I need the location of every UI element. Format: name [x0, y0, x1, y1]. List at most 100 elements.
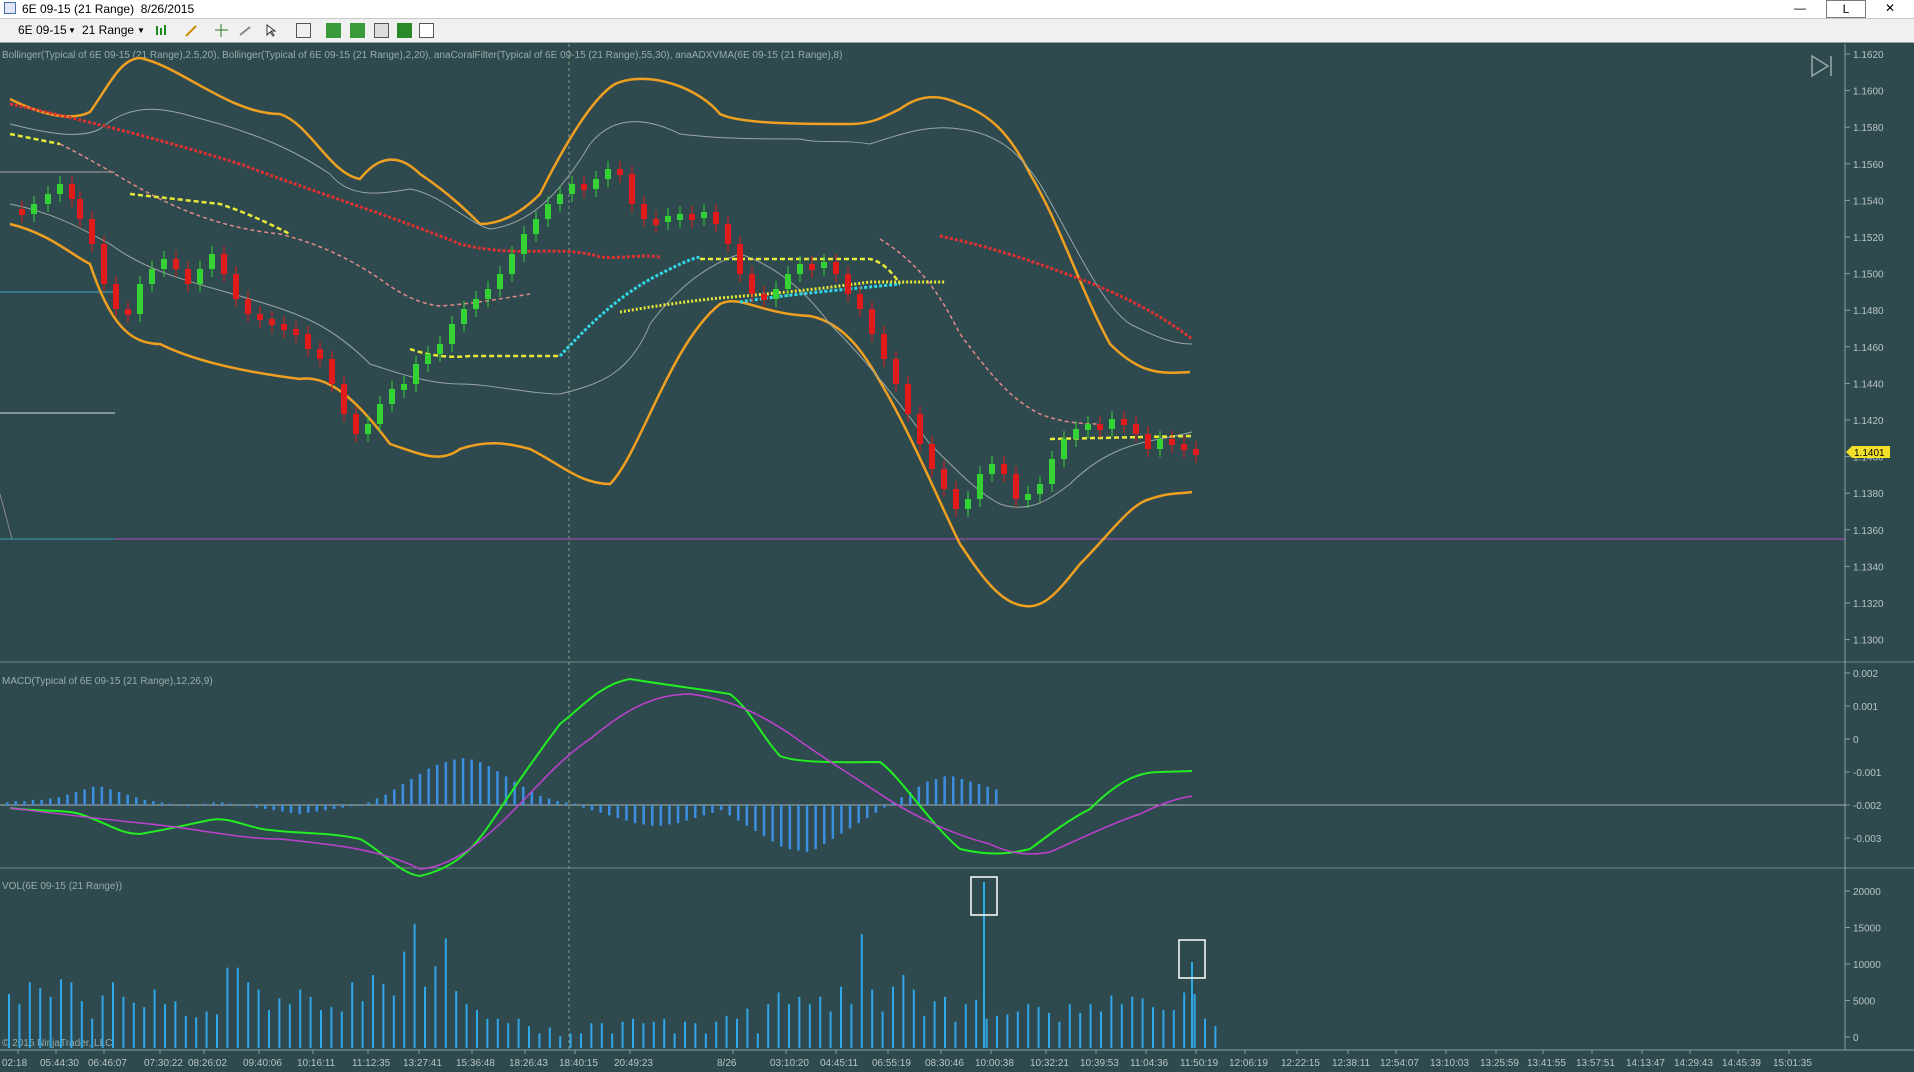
time-tick-label: 11:50:19: [1180, 1058, 1219, 1069]
volume-bar: [455, 991, 458, 1048]
minimize-button[interactable]: —: [1794, 1, 1806, 15]
candle: [161, 259, 167, 269]
macd-bar: [728, 805, 731, 816]
volume-bar: [580, 1033, 582, 1048]
candle: [917, 414, 923, 444]
candle: [1121, 419, 1127, 425]
macd-bar: [229, 803, 233, 805]
volume-bar: [143, 1007, 146, 1048]
volume-bar: [850, 1004, 853, 1048]
coral-filter-line: [9, 102, 661, 259]
macd-panel-label: MACD(Typical of 6E 09-15 (21 Range),12,2…: [2, 676, 213, 687]
time-tick-label: 04:45:11: [820, 1058, 859, 1069]
volume-bar: [528, 1026, 530, 1048]
bar-style-icon[interactable]: [154, 23, 169, 38]
marker-icon[interactable]: [238, 23, 253, 38]
chevron-down-icon[interactable]: ▼: [137, 26, 145, 35]
time-tick-label: 14:29:43: [1674, 1058, 1713, 1069]
chart-canvas[interactable]: Bollinger(Typical of 6E 09-15 (21 Range)…: [0, 44, 1914, 1072]
price-tick-label: 1.1500: [1853, 270, 1884, 281]
volume-bar: [1193, 993, 1196, 1048]
candle: [401, 384, 407, 390]
macd-tick-label: 0.001: [1853, 702, 1878, 713]
volume-bar: [611, 1033, 614, 1048]
macd-bar: [143, 799, 147, 805]
volume-bar: [434, 966, 437, 1048]
candle: [185, 269, 191, 284]
candle: [149, 269, 155, 284]
macd-bar: [659, 805, 663, 826]
candle: [31, 204, 37, 214]
macd-bar: [857, 805, 860, 824]
candle: [833, 262, 839, 274]
bollinger-middle-line: [879, 238, 1101, 425]
macd-bar: [590, 805, 594, 811]
macd-bar: [547, 798, 551, 805]
crosshair-icon[interactable]: [214, 23, 229, 38]
candle: [317, 349, 323, 359]
candle: [413, 364, 419, 384]
macd-bar: [848, 805, 852, 829]
close-button[interactable]: ✕: [1884, 1, 1896, 15]
volume-bar: [372, 975, 374, 1048]
macd-tick-label: -0.002: [1853, 801, 1882, 812]
volume-bar: [1141, 998, 1144, 1048]
candle: [809, 264, 815, 270]
candle: [341, 384, 347, 414]
candle: [89, 219, 95, 244]
macd-bar: [6, 802, 9, 805]
time-tick-label: 10:39:53: [1080, 1058, 1119, 1069]
candle: [269, 319, 275, 325]
macd-bar: [195, 805, 198, 806]
candle: [725, 224, 731, 244]
macd-bar: [427, 768, 430, 805]
candle: [257, 314, 263, 320]
volume-bar: [517, 1018, 520, 1048]
volume-bar: [444, 938, 447, 1048]
restore-button[interactable]: L: [1826, 0, 1866, 18]
macd-bar: [350, 805, 353, 807]
volume-bar: [247, 982, 250, 1048]
volume-bar: [777, 992, 780, 1048]
candle: [857, 294, 863, 309]
interval-selector[interactable]: 21 Range: [82, 23, 135, 37]
volume-bar: [746, 1008, 749, 1048]
time-tick-label: 02:18: [2, 1058, 27, 1069]
macd-bar: [375, 798, 379, 805]
volume-bar: [1131, 996, 1134, 1048]
chevron-down-icon[interactable]: ▼: [68, 26, 76, 35]
zoom-icon[interactable]: [326, 23, 341, 38]
data-box-icon[interactable]: [296, 23, 311, 38]
volume-bar: [1191, 962, 1193, 1048]
pencil-icon[interactable]: [184, 23, 199, 38]
candle: [953, 489, 959, 509]
price-tick-label: 1.1460: [1853, 343, 1884, 354]
macd-bar: [470, 759, 473, 805]
volume-bar: [725, 1015, 728, 1048]
macd-histogram: [6, 758, 998, 852]
price-axis: 1.1620 1.1600 1.1580 1.1560 1.1540 1.1520 1.15…: [1845, 50, 1884, 647]
chart-window-icon[interactable]: [374, 23, 389, 38]
volume-bar: [1058, 1021, 1061, 1048]
macd-bar: [556, 801, 559, 805]
volume-bar: [1110, 995, 1113, 1048]
candle: [389, 389, 395, 404]
dollar-icon[interactable]: [397, 23, 412, 38]
price-tick-label: 1.1540: [1853, 196, 1884, 207]
macd-bar: [762, 805, 766, 837]
volume-bar: [465, 1004, 468, 1048]
candle: [965, 499, 971, 509]
volume-bar: [860, 934, 863, 1048]
scroll-to-end-icon[interactable]: [1811, 54, 1832, 78]
candle: [761, 294, 767, 300]
candle: [629, 174, 635, 204]
properties-icon[interactable]: [350, 23, 365, 38]
time-tick-label: 13:41:55: [1527, 1058, 1566, 1069]
time-tick-label: 14:13:47: [1626, 1058, 1665, 1069]
pointer-icon[interactable]: [264, 23, 279, 38]
instrument-selector[interactable]: 6E 09-15: [18, 23, 67, 37]
macd-bar: [702, 805, 706, 816]
macd-bar: [496, 771, 499, 805]
volume-bar: [507, 1023, 510, 1048]
indicator-icon[interactable]: [419, 23, 434, 38]
